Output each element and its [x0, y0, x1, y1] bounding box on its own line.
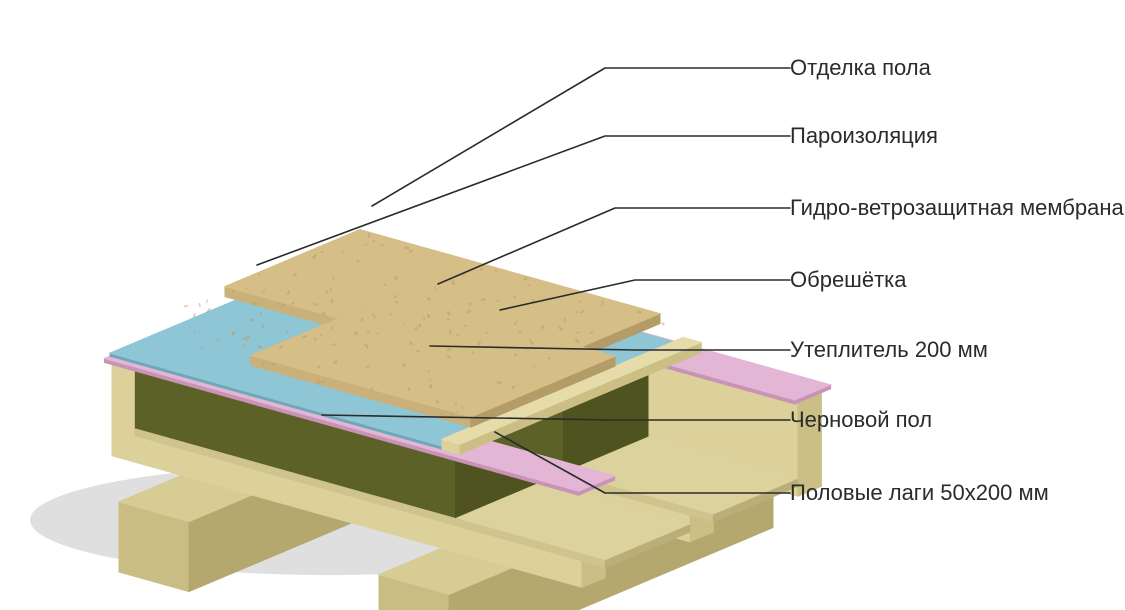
layer-label-l3: Гидро-ветрозащитная мембрана	[790, 196, 1124, 220]
layer-label-l5: Утеплитель 200 мм	[790, 338, 988, 362]
layer-label-l4: Обрешётка	[790, 268, 907, 292]
layer-label-l2: Пароизоляция	[790, 124, 938, 148]
diagram-stage: Отделка пола Пароизоляция Гидро-ветрозащит…	[0, 0, 1125, 610]
layer-label-l6: Черновой пол	[790, 408, 932, 432]
diagram-svg	[0, 0, 1125, 610]
layer-label-l7: Половые лаги 50х200 мм	[790, 481, 1049, 505]
layer-label-l1: Отделка пола	[790, 56, 931, 80]
